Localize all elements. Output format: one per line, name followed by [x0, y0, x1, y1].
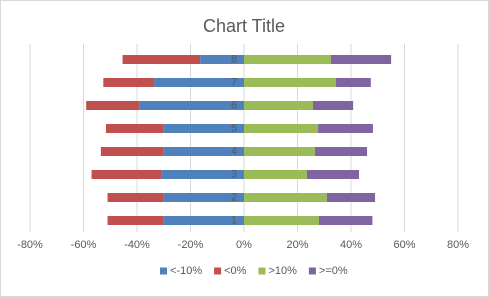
bar — [326, 193, 376, 202]
bar — [336, 78, 371, 87]
bar — [244, 124, 319, 133]
legend-label: <-10% — [170, 265, 202, 277]
bar — [244, 78, 337, 87]
y-tick-label: 2 — [231, 191, 237, 203]
bar — [200, 55, 244, 64]
chart-title: Chart Title — [203, 16, 285, 36]
bar — [100, 147, 164, 156]
bar — [244, 170, 307, 179]
bar — [314, 147, 368, 156]
legend-swatch — [308, 267, 316, 275]
bar — [122, 55, 201, 64]
bar — [163, 124, 244, 133]
legend-swatch — [160, 267, 167, 275]
legend-label: >=0% — [319, 265, 348, 277]
x-tick-label: 40% — [340, 239, 362, 251]
bar — [86, 101, 140, 110]
bar — [244, 101, 314, 110]
bar — [318, 216, 373, 225]
bar — [161, 170, 244, 179]
x-tick-label: -20% — [178, 239, 204, 251]
bar — [244, 147, 315, 156]
y-tick-label: 5 — [231, 122, 237, 134]
x-tick-label: -60% — [71, 239, 97, 251]
bar — [107, 193, 164, 202]
y-tick-label: 4 — [231, 145, 237, 157]
legend-label: <0% — [224, 265, 247, 277]
bar — [91, 170, 162, 179]
x-tick-label: -80% — [17, 239, 43, 251]
bar — [103, 78, 155, 87]
y-tick-label: 6 — [231, 99, 237, 111]
bar — [306, 170, 360, 179]
x-tick-label: 60% — [393, 239, 415, 251]
bar — [105, 124, 164, 133]
bar — [163, 216, 244, 225]
y-tick-label: 8 — [231, 53, 237, 65]
x-tick-label: 0% — [236, 239, 252, 251]
x-tick-label: 20% — [286, 239, 308, 251]
bar — [107, 216, 164, 225]
y-tick-label: 3 — [231, 168, 237, 180]
x-tick-label: -40% — [124, 239, 150, 251]
bar — [318, 124, 373, 133]
bar — [154, 78, 244, 87]
bar — [163, 193, 244, 202]
bar — [244, 55, 331, 64]
bar — [330, 55, 392, 64]
bar — [139, 101, 244, 110]
legend-swatch — [214, 267, 222, 275]
legend-label: >10% — [268, 265, 297, 277]
y-tick-label: 7 — [231, 76, 237, 88]
legend-swatch — [258, 267, 266, 275]
bar — [244, 193, 327, 202]
y-tick-label: 1 — [231, 214, 237, 226]
x-tick-label: 80% — [447, 239, 469, 251]
bar — [244, 216, 319, 225]
bar — [163, 147, 244, 156]
bar — [313, 101, 354, 110]
